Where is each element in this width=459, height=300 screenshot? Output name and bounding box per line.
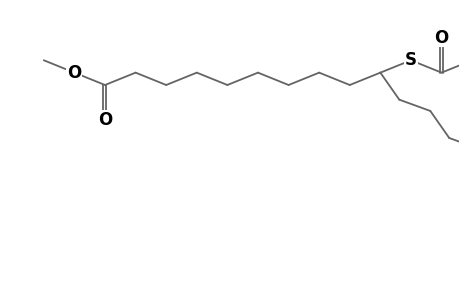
Text: O: O — [433, 28, 448, 46]
Text: O: O — [98, 111, 112, 129]
Text: O: O — [67, 64, 81, 82]
Text: S: S — [404, 51, 416, 69]
